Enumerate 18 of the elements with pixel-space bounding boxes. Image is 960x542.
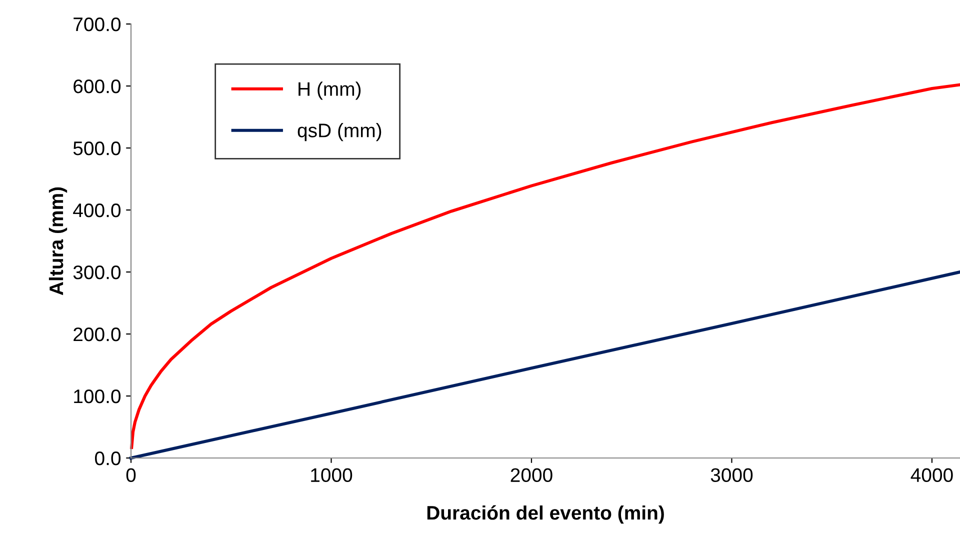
legend-label: H (mm) [298, 82, 361, 100]
y-tick-label: 300.0 [73, 265, 121, 280]
line-series [130, 83, 960, 449]
x-tick-label: 3000 [710, 468, 753, 482]
x-axis-title: Duración del evento (min) [427, 505, 664, 524]
legend-label: qsD (mm) [298, 123, 382, 142]
y-axis-title: Altura (mm) [48, 187, 68, 296]
x-tick-label: 4000 [910, 468, 953, 482]
y-tick-label: 100.0 [74, 389, 121, 404]
x-tick-label: 2000 [510, 468, 552, 482]
y-tick-label: 0.0 [95, 451, 121, 466]
x-tick-label: 0 [126, 468, 136, 482]
y-tick-label: 200.0 [74, 327, 121, 342]
y-tick-label: 700.0 [74, 17, 121, 32]
y-tick-label: 400.0 [73, 203, 121, 218]
y-tick-label: 600.0 [74, 79, 121, 94]
y-tick-label: 500.0 [73, 141, 121, 156]
x-tick-label: 1000 [311, 468, 352, 482]
